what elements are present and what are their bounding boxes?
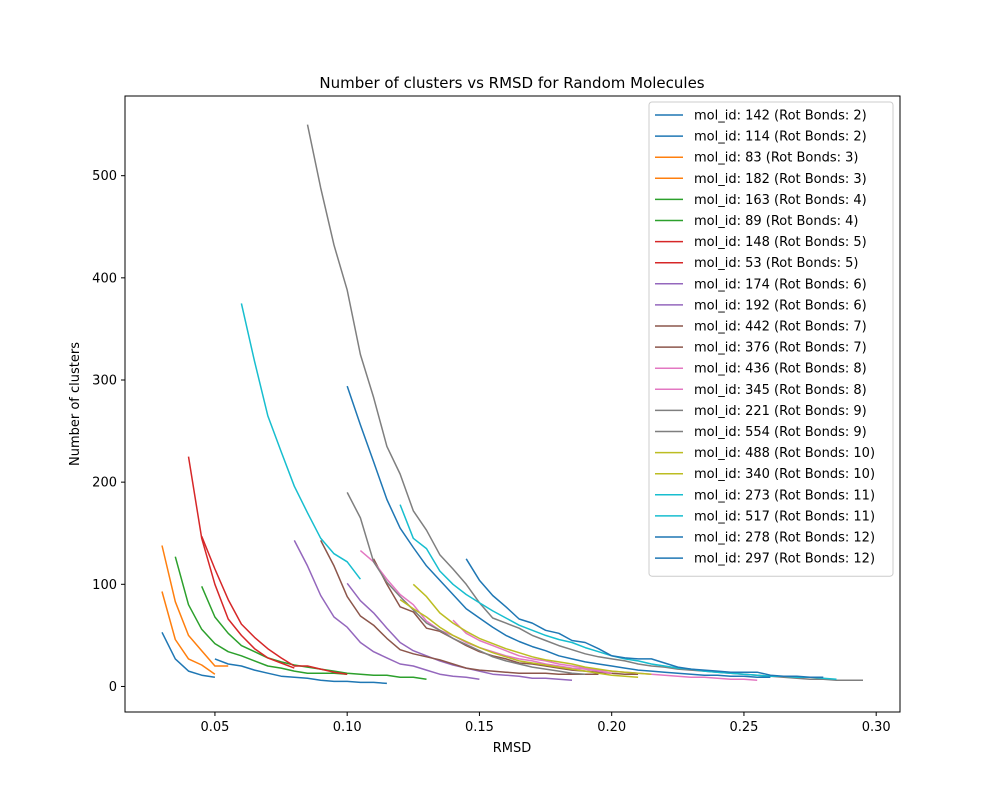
series-line-6 — [187, 456, 295, 669]
y-tick-label: 500 — [92, 169, 117, 184]
legend-entry-16: mol_id: 488 (Rot Bonds: 10) — [694, 446, 875, 461]
y-axis-label: Number of clusters — [68, 342, 83, 466]
plot-frame — [124, 95, 901, 713]
x-tick-label: 0.15 — [465, 720, 494, 735]
series-line-8 — [293, 540, 480, 681]
series-line-17 — [399, 598, 639, 679]
legend: mol_id: 142 (Rot Bonds: 2) mol_id: 114 (R… — [648, 101, 894, 577]
series-line-10 — [320, 540, 599, 675]
series-line-0 — [161, 631, 216, 679]
legend-entry-15: mol_id: 554 (Rot Bonds: 9) — [694, 425, 867, 440]
legend-entry-8: mol_id: 174 (Rot Bonds: 6) — [694, 277, 867, 292]
legend-entry-20: mol_id: 278 (Rot Bonds: 12) — [694, 531, 875, 546]
legend-entry-7: mol_id: 53 (Rot Bonds: 5) — [694, 256, 858, 271]
y-tick-label: 300 — [92, 373, 117, 388]
legend-entry-11: mol_id: 376 (Rot Bonds: 7) — [694, 341, 867, 356]
x-axis-label: RMSD — [493, 741, 532, 756]
x-tick-label: 0.25 — [729, 720, 758, 735]
x-tick-label: 0.05 — [200, 720, 229, 735]
series-layer — [161, 124, 863, 685]
legend-entry-14: mol_id: 221 (Rot Bonds: 9) — [694, 404, 867, 419]
series-line-2 — [161, 591, 216, 675]
series-line-7 — [201, 536, 348, 675]
x-tick-label: 0.10 — [333, 720, 362, 735]
legend-entry-12: mol_id: 436 (Rot Bonds: 8) — [694, 362, 867, 377]
y-tick-label: 200 — [92, 476, 117, 491]
legend-entry-17: mol_id: 340 (Rot Bonds: 10) — [694, 467, 875, 482]
y-tick-label: 400 — [92, 271, 117, 286]
series-line-1 — [214, 658, 387, 685]
series-line-20 — [346, 385, 771, 679]
legend-entry-5: mol_id: 89 (Rot Bonds: 4) — [694, 214, 858, 229]
chart-title: Number of clusters vs RMSD for Random Mo… — [319, 74, 704, 92]
legend-box — [648, 101, 894, 577]
legend-entry-9: mol_id: 192 (Rot Bonds: 6) — [694, 298, 867, 313]
x-tick-label: 0.30 — [862, 720, 891, 735]
legend-entry-13: mol_id: 345 (Rot Bonds: 8) — [694, 383, 867, 398]
legend-entry-19: mol_id: 517 (Rot Bonds: 11) — [694, 509, 875, 524]
legend-entry-18: mol_id: 273 (Rot Bonds: 11) — [694, 488, 875, 503]
series-line-4 — [174, 556, 348, 675]
y-axis: 0 100 200 300 400 500 — [92, 169, 125, 695]
series-line-3 — [161, 545, 229, 667]
series-line-21 — [465, 558, 824, 679]
legend-entry-21: mol_id: 297 (Rot Bonds: 12) — [694, 552, 875, 567]
series-line-14 — [346, 492, 586, 675]
legend-entry-2: mol_id: 83 (Rot Bonds: 3) — [694, 151, 858, 166]
legend-entry-1: mol_id: 114 (Rot Bonds: 2) — [694, 130, 867, 145]
legend-entry-0: mol_id: 142 (Rot Bonds: 2) — [694, 109, 867, 124]
x-axis: 0.05 0.10 0.15 0.20 0.25 0.30 — [200, 712, 891, 735]
y-tick-label: 0 — [109, 680, 117, 695]
x-tick-label: 0.20 — [597, 720, 626, 735]
series-line-16 — [412, 583, 652, 675]
series-line-18 — [240, 303, 361, 580]
legend-entry-3: mol_id: 182 (Rot Bonds: 3) — [694, 172, 867, 187]
y-tick-label: 100 — [92, 578, 117, 593]
legend-entry-10: mol_id: 442 (Rot Bonds: 7) — [694, 320, 867, 335]
legend-entry-6: mol_id: 148 (Rot Bonds: 5) — [694, 235, 867, 250]
legend-entry-4: mol_id: 163 (Rot Bonds: 4) — [694, 193, 867, 208]
